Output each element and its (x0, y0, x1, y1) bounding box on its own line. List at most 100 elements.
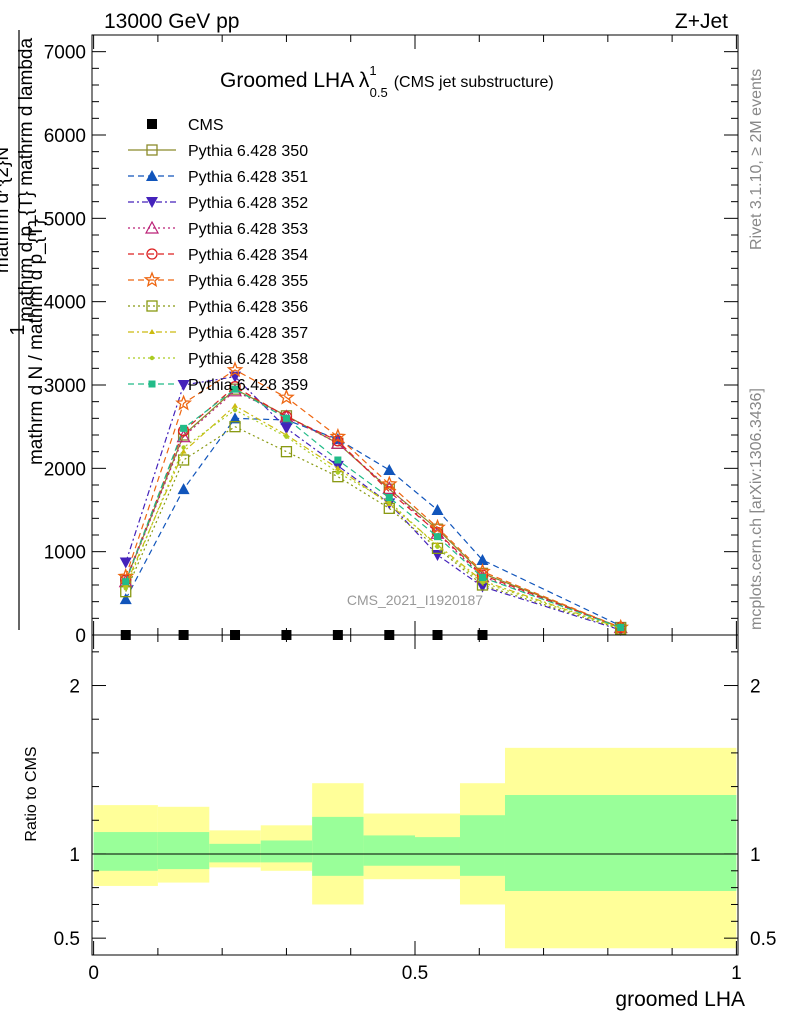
mcplots-label: mcplots.cern.ch [arXiv:1306.3436] (748, 388, 765, 630)
legend-entry: Pythia 6.428 359 (128, 377, 308, 394)
data-point (431, 550, 444, 561)
ratio-band-inner (312, 816, 364, 876)
legend-entry: Pythia 6.428 352 (128, 195, 308, 212)
ytick-label: 1000 (44, 543, 86, 564)
data-point (278, 388, 295, 405)
data-point (229, 421, 241, 433)
series-line-5 (125, 385, 621, 629)
data-point (280, 423, 293, 435)
legend-label: Pythia 6.428 353 (188, 221, 308, 238)
legend-marker (146, 300, 158, 312)
ratio-band-inner (209, 843, 261, 863)
data-point (232, 402, 239, 408)
ratio-ytick-label: 2 (69, 677, 80, 698)
plot-title-note: (CMS jet substructure) (394, 74, 554, 91)
main-data-layer (117, 361, 630, 640)
data-point (177, 454, 190, 466)
data-point (476, 554, 489, 565)
ratio-ylabel: Ratio to CMS (23, 746, 40, 841)
ratio-ytick-label-right: 2 (750, 677, 761, 698)
data-point (180, 448, 187, 454)
data-point (330, 436, 345, 449)
ytick-label: 6000 (44, 126, 86, 147)
legend-marker (144, 220, 160, 234)
data-point (617, 624, 625, 631)
ratio-band-inner (415, 837, 460, 866)
plot-title-sup: 1 (369, 63, 376, 78)
legend-entry: Pythia 6.428 358 (128, 351, 308, 368)
data-point (119, 593, 132, 605)
data-point (284, 434, 289, 439)
main-axes: 0 1000 2000 3000 4000 5000 6000 7000 (44, 35, 738, 647)
data-point (280, 446, 293, 458)
legend-label: Pythia 6.428 350 (188, 143, 308, 160)
data-point (383, 464, 396, 475)
legend-label: Pythia 6.428 358 (188, 351, 308, 368)
rivet-label: Rivet 3.1.10, ≥ 2M events (748, 69, 765, 250)
data-point (429, 518, 446, 535)
legend-entry: Pythia 6.428 354 (128, 247, 308, 264)
main-ylabel: 1 mathrm d N / mathrm d p_{T} mathrm d^{… (0, 30, 47, 630)
data-point (119, 557, 132, 569)
legend-label: Pythia 6.428 355 (188, 273, 308, 290)
data-point (181, 445, 186, 450)
legend-entry: Pythia 6.428 350 (128, 143, 308, 160)
ratio-ytick-label: 1 (69, 845, 80, 866)
data-point (329, 427, 347, 444)
legend-label: Pythia 6.428 351 (188, 169, 308, 186)
data-point (334, 465, 341, 471)
data-point (335, 470, 341, 475)
data-point (478, 574, 486, 581)
ylabel-den-top: mathrm d p_{T} mathrm d lambda (16, 38, 37, 322)
ratio-axes: 0.5 0.5 1 1 2 2 0 0.5 1 (54, 635, 776, 984)
data-point (380, 475, 398, 492)
main-panel: 0 1000 2000 3000 4000 5000 6000 7000 Groomed LH… (44, 34, 739, 647)
series-line-7 (125, 425, 621, 630)
ratio-band-inner (93, 832, 158, 871)
data-point (282, 414, 290, 422)
ratio-data-layer (92, 747, 738, 949)
ratio-band-inner (157, 832, 210, 870)
process-label: Z+Jet (675, 10, 728, 33)
data-point (123, 586, 128, 591)
legend-label: Pythia 6.428 352 (188, 195, 308, 212)
legend-marker (149, 355, 155, 361)
plot-title-main: Groomed LHA λ (220, 69, 370, 92)
legend-marker (147, 119, 157, 129)
series-line-6 (125, 369, 621, 629)
legend-marker (148, 380, 156, 388)
ratio-xtick-label: 0 (88, 963, 99, 984)
data-point (180, 424, 188, 432)
ratio-panel: 0.5 0.5 1 1 2 2 0 0.5 1 (54, 634, 776, 984)
series-6 (117, 361, 630, 635)
data-point (177, 483, 190, 495)
ylabel-one: 1 (7, 324, 29, 335)
series-10 (122, 385, 625, 631)
ylabel-num-top: mathrm d^{2}N (0, 147, 13, 273)
data-point (231, 385, 239, 393)
legend-entry: Pythia 6.428 356 (128, 299, 308, 316)
legend-marker (146, 170, 158, 181)
data-point (229, 412, 242, 424)
data-point (226, 361, 244, 378)
ratio-ytick-label: 0.5 (54, 929, 80, 950)
ytick-label: 2000 (44, 459, 86, 480)
data-point (431, 504, 444, 515)
legend-marker (146, 144, 158, 156)
plot-title-sub: 0.5 (370, 85, 388, 100)
ratio-band-inner (260, 840, 313, 863)
ratio-band-inner (363, 835, 415, 866)
legend-entry: Pythia 6.428 353 (128, 220, 308, 238)
plot-title: Groomed LHA λ1 0.5 (CMS jet substructure) (220, 63, 554, 100)
series-line-4 (125, 390, 621, 629)
watermark: CMS_2021_I1920187 (347, 592, 483, 608)
data-point (476, 581, 489, 593)
legend-marker (149, 329, 155, 334)
legend-label: Pythia 6.428 354 (188, 247, 308, 264)
data-point (177, 380, 190, 391)
ytick-label: 0 (75, 626, 86, 647)
data-point (385, 494, 393, 501)
data-point (175, 394, 192, 411)
ylabel-den-main: mathrm d N / mathrm d p_{T} (26, 219, 47, 465)
